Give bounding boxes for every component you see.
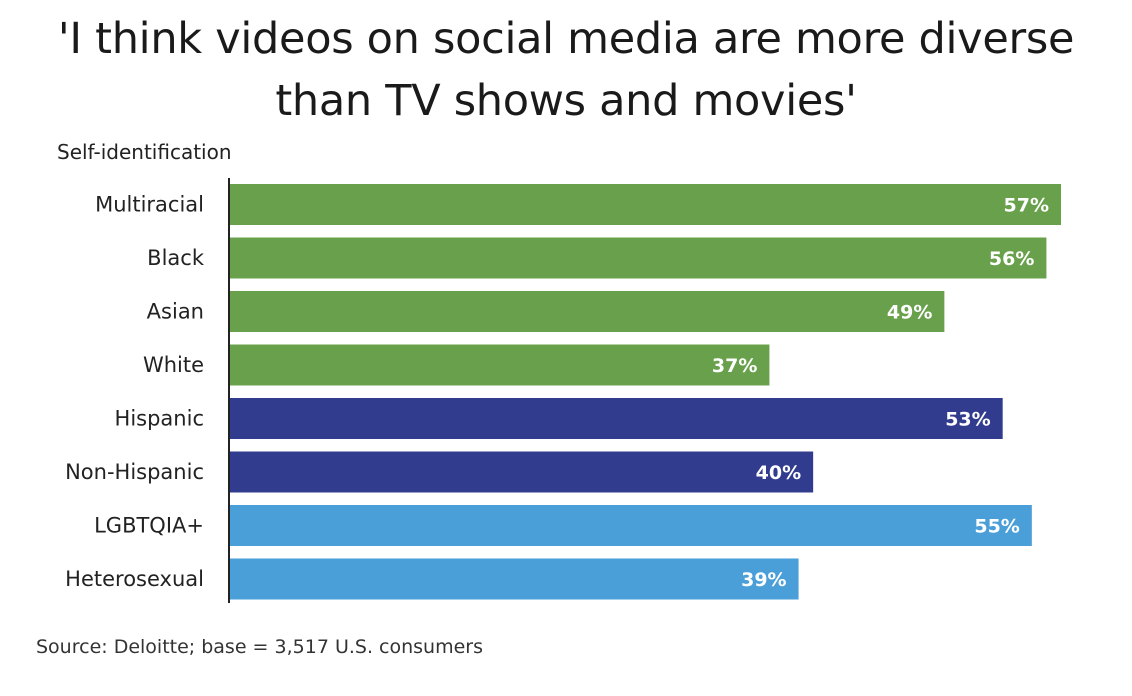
bar-hispanic [230,398,1003,439]
category-label-white: White [143,353,204,377]
category-label-multiracial: Multiracial [95,193,204,217]
bar-white [230,344,770,386]
value-label-hispanic: 53% [945,409,990,431]
axis-label: Self-identification [57,140,232,164]
bar-multiracial [230,184,1061,225]
category-label-non-hispanic: Non-Hispanic [65,460,204,484]
value-label-heterosexual: 39% [741,569,786,591]
value-label-non-hispanic: 40% [756,462,801,484]
value-label-white: 37% [712,355,757,377]
value-label-asian: 49% [887,302,932,324]
bar-non-hispanic [230,451,814,493]
value-label-black: 56% [989,248,1034,270]
category-label-hispanic: Hispanic [115,407,204,431]
bar-lgbtqia [230,505,1032,546]
category-label-black: Black [147,246,205,270]
bars-group: Multiracial 57% Black 56% Asian 49% White 37% Hi… [65,184,1061,600]
value-label-multiracial: 57% [1004,195,1049,217]
category-label-lgbtqia: LGBTQIA+ [94,514,204,538]
bar-black [230,237,1047,279]
bar-asian [230,291,945,332]
source-note: Source: Deloitte; base = 3,517 U.S. cons… [36,636,484,658]
bar-heterosexual [230,558,799,600]
chart-title: 'I think videos on social media are more… [57,14,1075,126]
value-label-lgbtqia: 55% [974,516,1019,538]
category-label-asian: Asian [147,300,204,324]
category-label-heterosexual: Heterosexual [65,567,204,591]
